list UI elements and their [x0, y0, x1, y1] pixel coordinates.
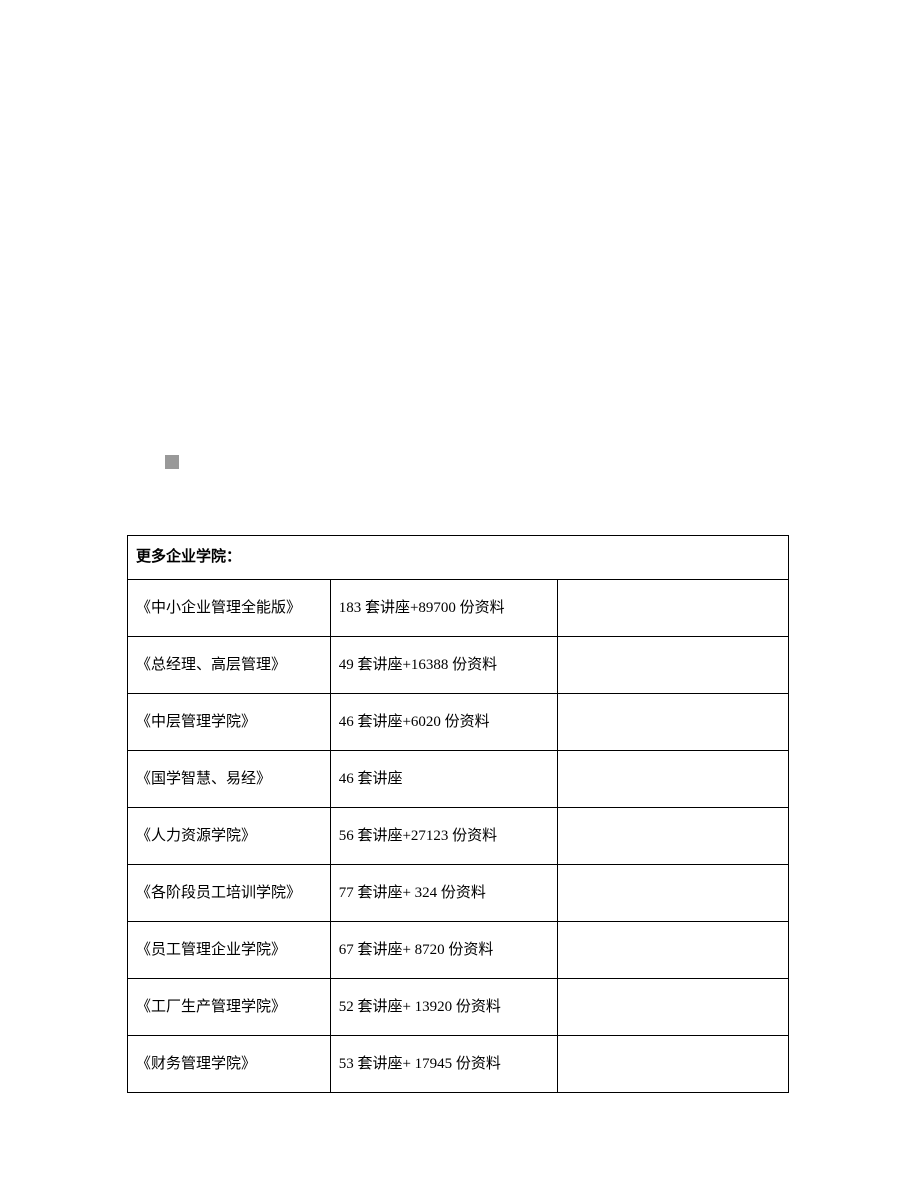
table-header-cell: 更多企业学院：: [128, 536, 789, 580]
institute-content-cell: 67 套讲座+ 8720 份资料: [330, 922, 558, 979]
table-row: 《人力资源学院》 56 套讲座+27123 份资料: [128, 808, 789, 865]
institute-name-cell: 《总经理、高层管理》: [128, 637, 331, 694]
empty-cell: [558, 808, 789, 865]
institute-content-cell: 52 套讲座+ 13920 份资料: [330, 979, 558, 1036]
institute-content-cell: 56 套讲座+27123 份资料: [330, 808, 558, 865]
institutes-table-container: 更多企业学院： 《中小企业管理全能版》 183 套讲座+89700 份资料 《总…: [127, 535, 789, 1093]
table-row: 《中小企业管理全能版》 183 套讲座+89700 份资料: [128, 580, 789, 637]
institute-content-cell: 53 套讲座+ 17945 份资料: [330, 1036, 558, 1093]
institute-name-cell: 《财务管理学院》: [128, 1036, 331, 1093]
table-row: 《中层管理学院》 46 套讲座+6020 份资料: [128, 694, 789, 751]
table-header-row: 更多企业学院：: [128, 536, 789, 580]
institute-content-cell: 46 套讲座+6020 份资料: [330, 694, 558, 751]
institute-name-cell: 《中层管理学院》: [128, 694, 331, 751]
institute-name-cell: 《人力资源学院》: [128, 808, 331, 865]
institute-content-cell: 77 套讲座+ 324 份资料: [330, 865, 558, 922]
empty-cell: [558, 694, 789, 751]
bullet-marker: [165, 455, 179, 469]
institute-content-cell: 183 套讲座+89700 份资料: [330, 580, 558, 637]
empty-cell: [558, 751, 789, 808]
empty-cell: [558, 637, 789, 694]
empty-cell: [558, 979, 789, 1036]
institutes-table: 更多企业学院： 《中小企业管理全能版》 183 套讲座+89700 份资料 《总…: [127, 535, 789, 1093]
institute-name-cell: 《工厂生产管理学院》: [128, 979, 331, 1036]
table-row: 《员工管理企业学院》 67 套讲座+ 8720 份资料: [128, 922, 789, 979]
empty-cell: [558, 865, 789, 922]
empty-cell: [558, 922, 789, 979]
table-row: 《财务管理学院》 53 套讲座+ 17945 份资料: [128, 1036, 789, 1093]
table-row: 《各阶段员工培训学院》 77 套讲座+ 324 份资料: [128, 865, 789, 922]
institute-name-cell: 《中小企业管理全能版》: [128, 580, 331, 637]
table-row: 《总经理、高层管理》 49 套讲座+16388 份资料: [128, 637, 789, 694]
institute-content-cell: 49 套讲座+16388 份资料: [330, 637, 558, 694]
institute-content-cell: 46 套讲座: [330, 751, 558, 808]
empty-cell: [558, 1036, 789, 1093]
table-row: 《国学智慧、易经》 46 套讲座: [128, 751, 789, 808]
institute-name-cell: 《员工管理企业学院》: [128, 922, 331, 979]
empty-cell: [558, 580, 789, 637]
institute-name-cell: 《国学智慧、易经》: [128, 751, 331, 808]
table-row: 《工厂生产管理学院》 52 套讲座+ 13920 份资料: [128, 979, 789, 1036]
institute-name-cell: 《各阶段员工培训学院》: [128, 865, 331, 922]
